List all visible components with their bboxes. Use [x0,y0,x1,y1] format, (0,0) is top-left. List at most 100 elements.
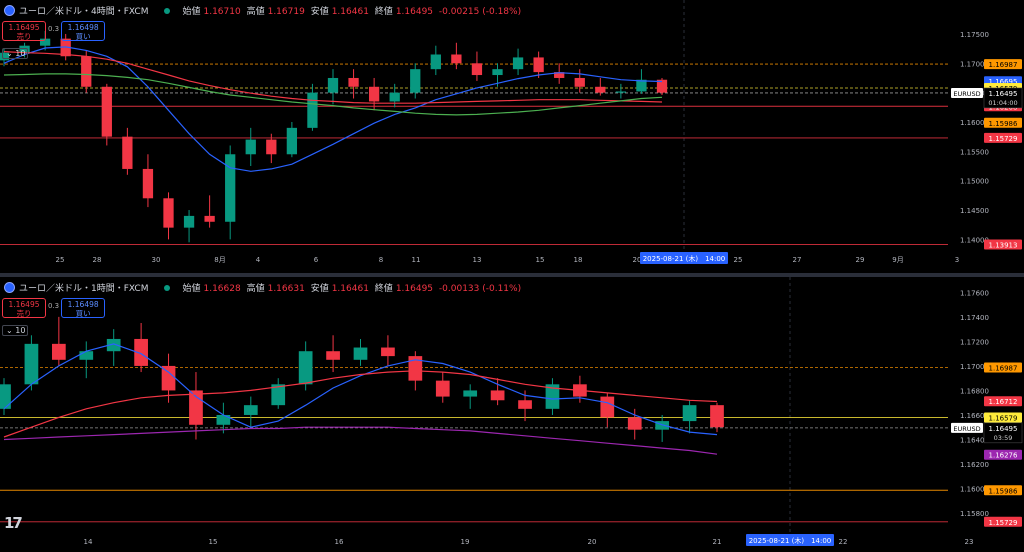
candle-body [0,384,11,409]
moving-average-line-2 [3,426,718,455]
candle-body [430,54,441,70]
candle-body [39,38,51,46]
moving-average-line-2 [3,73,663,116]
x-axis-tick-label: 8月 [214,256,225,264]
chart-canvas-1h[interactable]: 1.17600 1.17400 1.17200 1.17000 1.16800 1.166… [0,277,1024,552]
symbol-tag: EURUSD [953,90,980,98]
x-axis-tick-label: 22 [839,538,848,546]
symbol-logo-icon [4,282,15,293]
indicator-collapse-button[interactable]: ⌄ 10 [2,48,28,59]
price-label: 1.16712 [989,398,1018,406]
candle-body [271,384,286,406]
x-axis-tick-label: 14 [84,538,93,546]
y-axis-tick-label: 1.15800 [960,510,989,518]
trade-buttons: 1.16495 売り 0.3 1.16498 買い [2,21,106,41]
market-open-icon [164,284,171,291]
chart-pane-4h[interactable]: 1.175001.170001.165001.160001.155001.150… [0,0,1024,273]
x-axis-tick-label: 25 [734,256,743,264]
y-axis-tick-label: 1.17500 [960,31,989,39]
candle-body [636,79,647,92]
moving-average-line-1 [3,51,663,104]
price-label: 1.16987 [989,61,1018,69]
buy-button[interactable]: 1.16498 買い [61,298,106,318]
candle-body [245,139,256,155]
y-axis-tick-label: 1.17200 [960,338,989,346]
countdown-label: 03:59 [994,434,1013,442]
crosshair-date-bg [640,252,728,264]
candle-body [682,405,697,422]
moving-average-line-1 [3,370,718,438]
ohlc-values: 始値 1.16628 高値 1.16631 安値 1.16461 終値 1.16495 … [182,284,522,294]
price-label: 1.16695 [989,78,1018,86]
candle-body [574,77,585,87]
x-axis-tick-label: 30 [152,256,161,264]
candle-body [79,351,94,360]
candle-body [615,91,627,93]
x-axis-tick-label: 23 [965,538,974,546]
candle-body [326,351,340,360]
candle-body [204,215,215,222]
y-axis-tick-label: 1.16600 [960,412,989,420]
candle-body [490,390,505,401]
x-axis-tick-label: 20 [588,538,597,546]
x-axis-tick-label: 8 [379,256,383,264]
x-axis-tick-label: 9月 [892,256,903,264]
price-label: 1.15729 [989,135,1018,143]
y-axis-tick-label: 1.16000 [960,486,989,494]
y-axis-tick-label: 1.17000 [960,363,989,371]
candle-body [225,154,236,222]
countdown-label: 01:04:00 [988,99,1017,107]
y-axis-tick-label: 1.16400 [960,436,989,444]
candle-body [51,343,66,360]
candle-body [595,86,606,93]
candle-body [161,365,176,391]
candle-body [518,400,532,409]
candle-body [24,343,39,385]
candle-body [307,92,318,128]
y-axis-tick-label: 1.16000 [960,119,989,127]
x-axis-tick-label: 25 [56,256,65,264]
candle-body [368,86,380,102]
price-label-bg [984,396,1022,407]
legend-header: ユーロ／米ドル・1時間・FXCM 始値 1.16628 高値 1.16631 安値 1… [4,281,524,294]
sell-button[interactable]: 1.16495 売り [2,298,46,318]
current-price-label: 1.16495 [989,90,1018,98]
y-axis-tick-label: 1.17400 [960,314,989,322]
price-label-bg [984,239,1022,250]
candle-body [408,356,423,381]
price-label: 1.15729 [989,519,1018,527]
tradingview-logo[interactable]: 17 [4,514,23,532]
pane-divider[interactable] [0,273,1024,277]
y-axis-tick-label: 1.14000 [960,236,989,244]
candle-body [471,63,483,76]
chart-pane-1h[interactable]: 1.17600 1.17400 1.17200 1.17000 1.16800 1.166… [0,277,1024,552]
sell-button[interactable]: 1.16495 売り [2,21,46,41]
y-axis-tick-label: 1.15500 [960,148,989,156]
candle-body [554,72,565,78]
moving-average-line-0 [3,46,663,172]
x-axis-tick-label: 6 [314,256,319,264]
x-axis-tick-label: 19 [461,538,470,546]
y-axis-tick-label: 1.15000 [960,178,989,186]
candle-body [512,57,524,70]
indicator-collapse-button[interactable]: ⌄ 10 [2,325,28,336]
price-label-bg [984,362,1022,373]
candle-body [122,136,133,169]
buy-button[interactable]: 1.16498 買い [61,21,106,41]
price-label: 1.16579 [989,415,1018,423]
y-axis-tick-label: 1.16200 [960,461,989,469]
x-axis-tick-label: 16 [335,538,344,546]
candle-body [600,396,615,418]
candle-body [101,86,112,137]
price-label: 1.16987 [989,365,1018,373]
candle-body [463,390,478,397]
x-axis-tick-label: 11 [412,256,421,264]
current-price-bg [983,87,1023,109]
candle-body [545,384,560,409]
crosshair-date-label: 2025-08-21 (木) 14:00 [643,254,726,263]
chart-canvas-4h[interactable]: 1.175001.170001.165001.160001.155001.150… [0,0,1024,273]
symbol-title[interactable]: ユーロ／米ドル・4時間・FXCM [19,7,149,17]
candle-body [19,45,30,53]
candle-body [183,215,195,228]
symbol-title[interactable]: ユーロ／米ドル・1時間・FXCM [19,284,149,294]
